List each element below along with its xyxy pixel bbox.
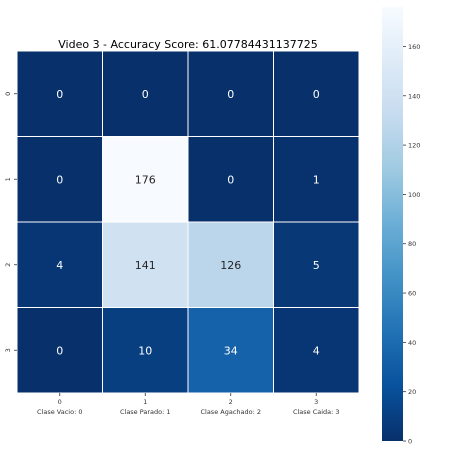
- cell-value-label: 1: [313, 173, 320, 186]
- x-tick-label: 3: [314, 398, 318, 406]
- chart-title: Video 3 - Accuracy Score: 61.07784431137…: [58, 38, 317, 51]
- colorbar-ticks: 0 20 40 60 80 100 120 140 160: [403, 43, 420, 446]
- cell-value-label: 0: [142, 88, 149, 101]
- cell-value-label: 176: [135, 173, 156, 186]
- heatmap-cell: [273, 136, 360, 223]
- colorbar-tick-label: 60: [408, 290, 416, 298]
- cell-value-label: 126: [220, 259, 241, 272]
- heatmap-cell: [102, 50, 189, 137]
- cell-value-label: 0: [56, 344, 63, 357]
- x-axis: 0 Clase Vacio: 0 1 Clase Parado: 1 2 Clase Ag…: [37, 393, 340, 416]
- colorbar-tick-label: 80: [408, 240, 416, 248]
- x-tick-label: 1: [143, 398, 147, 406]
- colorbar-tick-label: 160: [408, 43, 420, 51]
- colorbar-tick-label: 40: [408, 339, 416, 347]
- cell-annotations: 0 0 0 00 176 0 14 141 126 50 10 34 4: [56, 88, 320, 358]
- colorbar-tick-label: 20: [408, 388, 416, 396]
- cell-value-label: 0: [227, 173, 234, 186]
- colorbar-tick-label: 100: [408, 191, 420, 199]
- heatmap-cell: [16, 307, 103, 394]
- y-tick-label: 0: [4, 92, 12, 96]
- cell-value-label: 10: [138, 344, 152, 357]
- cell-value-label: 0: [56, 173, 63, 186]
- colorbar-tick-label: 140: [408, 92, 420, 100]
- y-axis: 0 1 2 3: [4, 92, 17, 352]
- cell-value-label: 4: [56, 259, 63, 272]
- cell-value-label: 0: [56, 88, 63, 101]
- heatmap-cell: [187, 50, 274, 137]
- x-class-label: Clase Agachado: 2: [200, 408, 261, 416]
- colorbar-tick-label: 0: [408, 438, 412, 446]
- x-class-label: Clase Vacio: 0: [37, 408, 82, 416]
- colorbar: [382, 7, 403, 441]
- x-tick-label: 0: [58, 398, 62, 406]
- heatmap-cell: [273, 307, 360, 394]
- y-tick-label: 3: [4, 348, 12, 352]
- cell-value-label: 34: [224, 344, 238, 357]
- y-tick-label: 1: [4, 177, 12, 181]
- heatmap-cell: [16, 50, 103, 137]
- cell-value-label: 0: [313, 88, 320, 101]
- x-class-label: Clase Parado: 1: [120, 408, 171, 416]
- cell-value-label: 4: [313, 344, 320, 357]
- y-tick-label: 2: [4, 263, 12, 267]
- colorbar-tick-label: 120: [408, 142, 420, 150]
- heatmap-cell: [16, 136, 103, 223]
- cell-value-label: 0: [227, 88, 234, 101]
- heatmap-cell: [273, 221, 360, 308]
- heatmap-cell: [102, 307, 189, 394]
- heatmap-cell: [102, 221, 189, 308]
- cell-value-label: 5: [313, 259, 320, 272]
- x-class-label: Clase Caida: 3: [293, 408, 340, 416]
- x-tick-label: 2: [229, 398, 233, 406]
- cell-value-label: 141: [135, 259, 156, 272]
- heatmap-cell: [102, 136, 189, 223]
- heatmap-cell: [273, 50, 360, 137]
- heatmap-cells: [16, 50, 360, 394]
